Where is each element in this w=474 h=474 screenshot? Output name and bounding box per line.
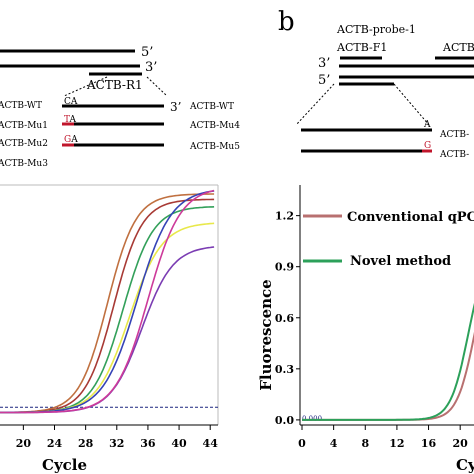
zoom-line-left [295, 83, 335, 126]
x-tick-label: 44 [203, 437, 219, 450]
primer-f1-label: ACTB-F1 [336, 41, 387, 54]
y-tick-label: 0.6 [275, 312, 294, 325]
primer-cut-label: ACTB [442, 41, 474, 54]
x-tick-label: 8 [361, 437, 369, 450]
legend-label-novel: Novel method [350, 254, 451, 269]
amplification-curve-4 [0, 222, 215, 414]
y-axis-title: Fluorescence [257, 279, 275, 390]
row-left-label: ACTB-Mu3 [0, 159, 48, 169]
row-right-label: ACTB-WT [189, 102, 234, 112]
x-tick-label: 36 [140, 437, 156, 450]
y-tick-label: 0.0 [275, 414, 294, 427]
strand-top-end: 3’ [318, 56, 330, 71]
x-tick-label: 12 [389, 437, 404, 450]
zoom-line-right [393, 83, 430, 126]
x-tick-label: 40 [171, 437, 187, 450]
row-mark: TA [64, 115, 77, 125]
panel-label-b: b [278, 7, 295, 37]
row-mark-a: A [423, 120, 431, 130]
right-dna-diagram: b ACTB-probe-1 ACTB-F1 ACTB 3’ 5’ A ACTB… [278, 7, 474, 160]
strand-bottom-end: 5’ [318, 73, 330, 88]
row-left-label: ACTB-Mu2 [0, 139, 48, 149]
fluorescence-chart: 0.0 0.3 0.6 0.9 1.2 0 4 8 12 16 20 Fluorescence C… [257, 185, 474, 474]
row-left-label: ACTB-WT [0, 101, 42, 111]
strand-bottom-end: 3’ [145, 60, 157, 75]
row-left-label: ACTB-Mu1 [0, 121, 48, 131]
x-axis-title: Cycle [42, 456, 87, 474]
legend: Conventional qPC Novel method [303, 210, 474, 269]
row-right-label: ACTB-Mu5 [189, 142, 240, 152]
x-axis-title: Cy [456, 456, 474, 474]
row-end-label: 3’ [170, 100, 181, 114]
row-right-label: ACTB-Mu4 [189, 121, 240, 131]
y-tick-label: 0.3 [275, 363, 294, 376]
legend-label-conventional: Conventional qPC [347, 210, 474, 225]
left-dna-diagram: 5’ 3’ ACTB-R1 ACTB-WT CA 3’ ACTB-WT ACTB… [0, 45, 240, 169]
x-tick-label: 28 [78, 437, 94, 450]
amplification-chart: 20 24 28 32 36 40 44 Cycle [0, 184, 219, 474]
x-tick-label: 16 [421, 437, 437, 450]
amplification-curve-7 [0, 189, 215, 414]
x-tick-label: 20 [16, 437, 32, 450]
probe-label: ACTB-probe-1 [336, 23, 416, 36]
zoom-line-right [146, 76, 168, 97]
x-tick-label: 20 [453, 437, 469, 450]
row-mark-g: G [424, 141, 431, 151]
amplification-curve-3 [0, 206, 215, 414]
row-mark: GA [64, 135, 78, 145]
fluorescence-curve-2 [302, 302, 474, 421]
x-tick-label: 0 [298, 437, 306, 450]
row-label-a: ACTB- [439, 130, 469, 140]
y-tick-label: 1.2 [275, 210, 294, 223]
primer-label: ACTB-R1 [86, 78, 143, 92]
row-label-g: ACTB- [439, 150, 469, 160]
x-tick-label: 24 [47, 437, 63, 450]
strand-top-end: 5’ [141, 45, 153, 60]
x-tick-label: 4 [330, 437, 338, 450]
x-tick-label: 32 [109, 437, 124, 450]
y-tick-label: 0.9 [275, 261, 294, 274]
row-mark: CA [64, 97, 78, 107]
